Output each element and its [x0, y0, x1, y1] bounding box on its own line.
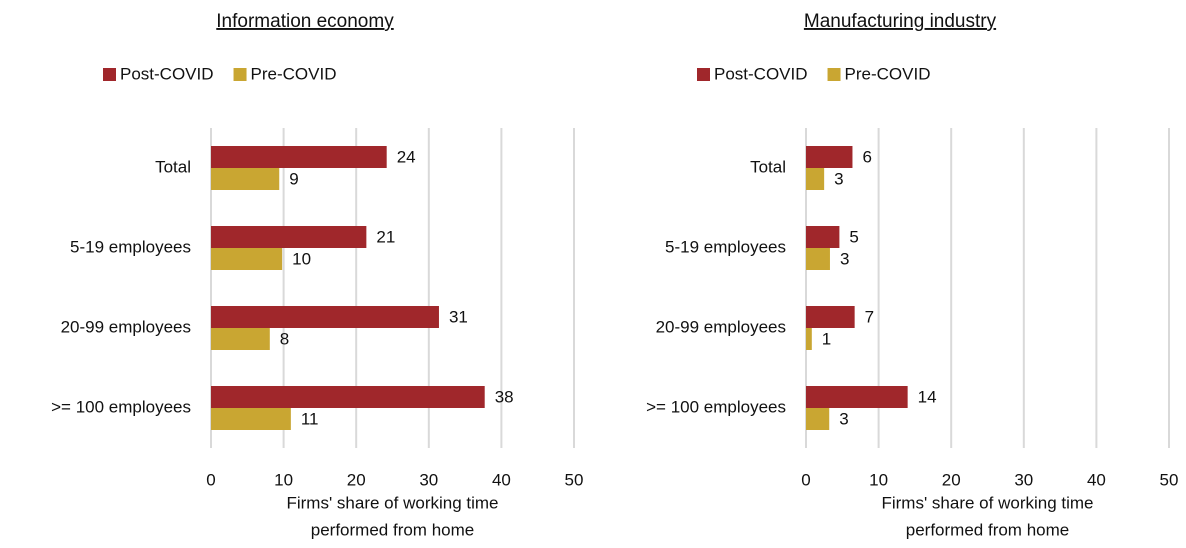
- legend-label: Pre-COVID: [251, 64, 337, 83]
- bar: [211, 306, 439, 328]
- data-label: 21: [376, 227, 395, 246]
- x-axis-label: performed from home: [906, 520, 1069, 539]
- legend-swatch: [827, 68, 841, 81]
- legend-label: Pre-COVID: [845, 64, 931, 83]
- legend-swatch: [103, 68, 116, 81]
- x-tick-label: 50: [1160, 470, 1179, 489]
- bar: [211, 408, 291, 430]
- bar: [806, 248, 830, 270]
- x-axis-label: performed from home: [311, 520, 474, 539]
- bar: [806, 306, 855, 328]
- bar: [806, 146, 853, 168]
- bar: [806, 328, 812, 350]
- bar: [211, 328, 270, 350]
- x-tick-label: 50: [565, 470, 584, 489]
- y-tick-label: 20-99 employees: [61, 317, 191, 336]
- chart-title: Information economy: [216, 11, 394, 32]
- data-label: 8: [280, 329, 289, 348]
- legend-swatch: [233, 68, 247, 81]
- y-tick-label: 20-99 employees: [656, 317, 786, 336]
- legend-label: Post-COVID: [714, 64, 808, 83]
- x-tick-label: 30: [419, 470, 438, 489]
- bar: [806, 408, 830, 430]
- y-tick-label: Total: [750, 157, 786, 176]
- x-tick-label: 0: [801, 470, 810, 489]
- x-tick-label: 30: [1014, 470, 1033, 489]
- y-tick-label: 5-19 employees: [665, 237, 786, 256]
- data-label: 3: [834, 169, 843, 188]
- data-label: 9: [289, 169, 298, 188]
- x-tick-label: 20: [942, 470, 961, 489]
- data-label: 10: [292, 249, 311, 268]
- bar: [211, 146, 387, 168]
- y-tick-label: Total: [155, 157, 191, 176]
- x-tick-label: 0: [206, 470, 215, 489]
- data-label: 5: [849, 227, 858, 246]
- data-label: 7: [865, 307, 874, 326]
- x-tick-label: 10: [274, 470, 293, 489]
- data-label: 6: [862, 147, 871, 166]
- x-tick-label: 40: [492, 470, 511, 489]
- data-label: 3: [840, 249, 849, 268]
- x-tick-label: 40: [1087, 470, 1106, 489]
- x-tick-label: 10: [869, 470, 888, 489]
- x-axis-label: Firms' share of working time: [881, 493, 1093, 512]
- x-tick-label: 20: [347, 470, 366, 489]
- y-tick-label: 5-19 employees: [70, 237, 191, 256]
- legend-swatch: [697, 68, 710, 81]
- bar: [211, 248, 283, 270]
- y-tick-label: >= 100 employees: [646, 397, 786, 416]
- chart-title: Manufacturing industry: [804, 11, 997, 32]
- data-label: 3: [839, 409, 848, 428]
- bar: [211, 168, 280, 190]
- bar: [806, 386, 908, 408]
- bar: [211, 386, 485, 408]
- data-label: 38: [495, 387, 514, 406]
- x-axis-label: Firms' share of working time: [286, 493, 498, 512]
- bar: [806, 168, 825, 190]
- data-label: 11: [301, 409, 319, 428]
- bar: [806, 226, 840, 248]
- data-label: 14: [918, 387, 937, 406]
- data-label: 24: [397, 147, 416, 166]
- data-label: 31: [449, 307, 468, 326]
- legend-label: Post-COVID: [120, 64, 214, 83]
- y-tick-label: >= 100 employees: [51, 397, 191, 416]
- bar: [211, 226, 367, 248]
- data-label: 1: [822, 329, 831, 348]
